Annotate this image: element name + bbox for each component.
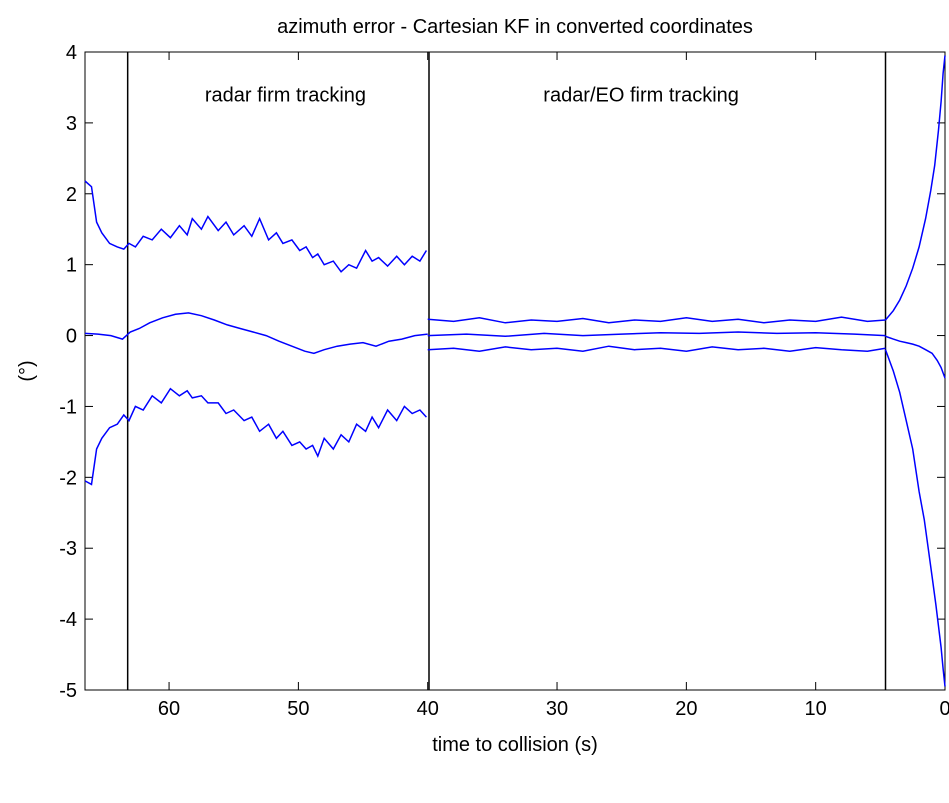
y-tick-label: -2 — [59, 467, 77, 489]
y-tick-label: -5 — [59, 680, 77, 702]
x-tick-label: 20 — [675, 698, 697, 720]
series-line — [427, 331, 886, 338]
x-tick-label: 60 — [158, 698, 180, 720]
x-tick-label: 50 — [287, 698, 309, 720]
y-tick-label: 2 — [66, 184, 77, 206]
chart-title: azimuth error - Cartesian KF in converte… — [277, 16, 753, 38]
series-line — [884, 349, 946, 687]
series-line — [427, 316, 886, 324]
x-axis-label: time to collision (s) — [432, 734, 598, 756]
y-tick-label: 1 — [66, 255, 77, 277]
y-axis-label: (°) — [16, 360, 38, 381]
annotation-label: radar/EO firm tracking — [543, 85, 739, 107]
x-tick-label: 30 — [546, 698, 568, 720]
x-tick-label: 40 — [417, 698, 439, 720]
x-tick-label: 10 — [805, 698, 827, 720]
series-line — [84, 312, 428, 355]
y-tick-label: -1 — [59, 396, 77, 418]
y-tick-label: 3 — [66, 113, 77, 135]
y-tick-label: -4 — [59, 609, 77, 631]
series-line — [885, 335, 946, 379]
y-tick-label: -3 — [59, 538, 77, 560]
x-tick-label: 0 — [939, 698, 949, 720]
y-tick-label: 4 — [66, 42, 77, 64]
axes-box — [84, 51, 946, 691]
series-line — [84, 387, 427, 486]
series-line — [84, 180, 428, 273]
annotation-label: radar firm tracking — [205, 85, 366, 107]
y-tick-label: 0 — [66, 326, 77, 348]
series-line — [427, 345, 886, 352]
series-line — [884, 55, 946, 321]
plot-area: 60 50 40 30 20 10 0 -5 -4 -3 -2 -1 0 1 2 3 4 radar firm t… — [59, 42, 949, 720]
